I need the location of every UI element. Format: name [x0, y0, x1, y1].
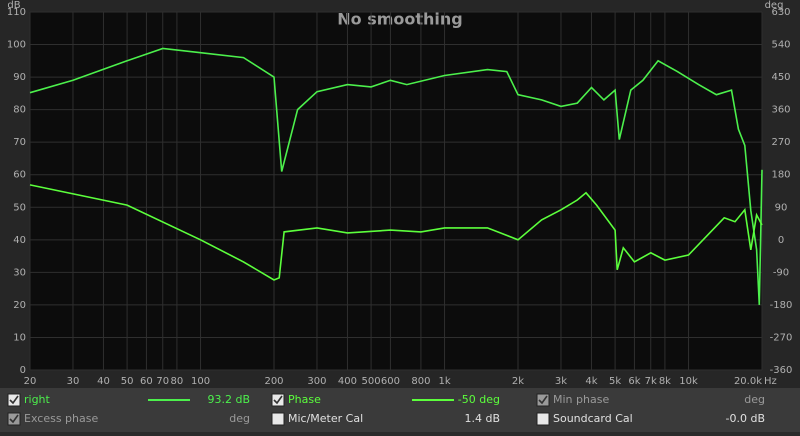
- x-tick-label: 80: [171, 376, 184, 387]
- y2-tick-label: -270: [770, 332, 793, 343]
- x-tick-label: 5k: [609, 376, 621, 387]
- checkbox: [7, 412, 21, 426]
- y-tick-label: 50: [13, 202, 26, 213]
- y2-tick-label: 0: [778, 235, 784, 246]
- x-tick-label: 30: [67, 376, 80, 387]
- checkbox: [7, 393, 21, 407]
- checkbox: [271, 393, 285, 407]
- plot-area: [30, 12, 762, 370]
- y-tick-label: 70: [13, 137, 26, 148]
- y-tick-label: 40: [13, 235, 26, 246]
- checkmark: [9, 395, 19, 405]
- checkmark: [538, 395, 548, 405]
- y-axis-unit: dB: [7, 0, 20, 11]
- panel-label: Mic/Meter Cal: [288, 412, 363, 425]
- y2-tick-label: 540: [771, 40, 790, 51]
- y2-axis-unit: deg: [765, 0, 784, 11]
- checkbox: [271, 412, 285, 426]
- x-tick-label: 60: [140, 376, 153, 387]
- y-tick-label: 100: [7, 40, 26, 51]
- y2-tick-label: 450: [771, 72, 790, 83]
- y-tick-label: 90: [13, 72, 26, 83]
- x-tick-label: 8k: [659, 376, 671, 387]
- x-axis-unit: Hz: [764, 376, 777, 387]
- x-tick-label: 6k: [628, 376, 640, 387]
- x-tick-label: 70: [156, 376, 169, 387]
- legend-panel: [0, 388, 800, 432]
- checkmark: [273, 395, 283, 405]
- x-tick-label: 3k: [555, 376, 567, 387]
- series-line: [29, 184, 763, 281]
- x-tick-label: 4k: [585, 376, 597, 387]
- x-tick-label: 500: [362, 376, 381, 387]
- y2-tick-label: 90: [775, 202, 788, 213]
- x-tick-label: 20: [24, 376, 37, 387]
- x-tick-label: 200: [264, 376, 283, 387]
- legend-name: right: [24, 393, 51, 406]
- panel-readout: deg: [229, 412, 250, 425]
- x-tick-label: 7k: [645, 376, 657, 387]
- legend-name: Phase: [288, 393, 321, 406]
- panel-label: Excess phase: [24, 412, 98, 425]
- panel-readout: 1.4 dB: [464, 412, 500, 425]
- y-tick-label: 80: [13, 105, 26, 116]
- y2-tick-label: -180: [770, 300, 793, 311]
- y2-tick-label: -90: [773, 267, 789, 278]
- y-tick-label: 10: [13, 332, 26, 343]
- checkbox: [536, 393, 550, 407]
- checkbox: [536, 412, 550, 426]
- x-tick-label: 600: [381, 376, 400, 387]
- y-tick-label: 110: [7, 7, 26, 18]
- x-tick-label: 50: [121, 376, 134, 387]
- y2-tick-label: 360: [771, 105, 790, 116]
- y-tick-label: 30: [13, 267, 26, 278]
- y-tick-label: 0: [20, 365, 26, 376]
- y2-tick-label: -360: [770, 365, 793, 376]
- x-tick-label: 10k: [679, 376, 698, 387]
- panel-label: Soundcard Cal: [553, 412, 633, 425]
- y-tick-label: 60: [13, 170, 26, 181]
- y2-tick-label: 630: [771, 7, 790, 18]
- panel-readout: -0.0 dB: [726, 412, 766, 425]
- x-tick-label: 300: [307, 376, 326, 387]
- series-line: [29, 47, 763, 305]
- legend-readout: 93.2 dB: [207, 393, 250, 406]
- panel-label: Min phase: [553, 393, 609, 406]
- x-tick-label: 100: [191, 376, 210, 387]
- checkmark: [9, 414, 19, 424]
- x-tick-label: 20.0k: [734, 376, 762, 387]
- y-tick-label: 20: [13, 300, 26, 311]
- y2-tick-label: 180: [771, 170, 790, 181]
- x-tick-label: 800: [411, 376, 430, 387]
- chart-title: No smoothing: [337, 10, 463, 29]
- x-tick-label: 1k: [438, 376, 450, 387]
- legend-readout: -50 deg: [458, 393, 500, 406]
- panel-readout: deg: [744, 393, 765, 406]
- y2-tick-label: 270: [771, 137, 790, 148]
- x-tick-label: 2k: [512, 376, 524, 387]
- x-tick-label: 400: [338, 376, 357, 387]
- x-tick-label: 40: [97, 376, 110, 387]
